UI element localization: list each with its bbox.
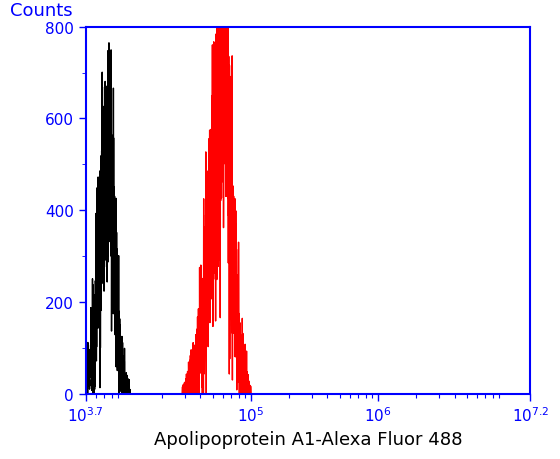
X-axis label: Apolipoprotein A1-Alexa Fluor 488: Apolipoprotein A1-Alexa Fluor 488 <box>154 430 463 448</box>
Y-axis label: Counts: Counts <box>10 2 73 20</box>
